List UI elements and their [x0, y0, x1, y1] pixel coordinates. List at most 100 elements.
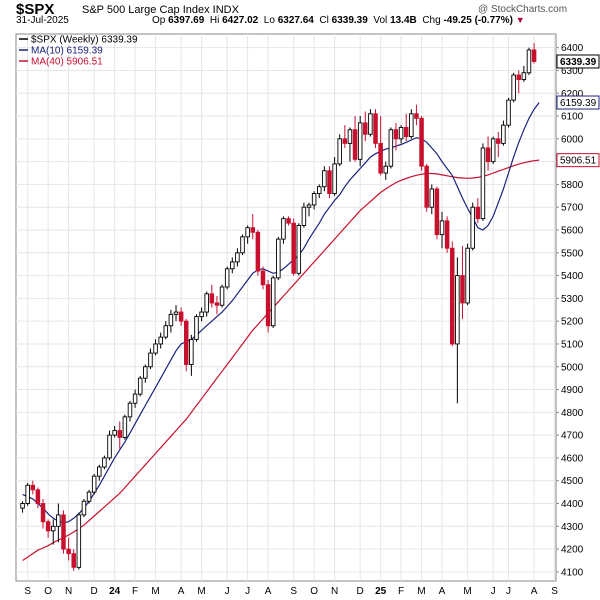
candle-body [265, 284, 271, 327]
candle [470, 202, 475, 251]
candle [260, 266, 266, 290]
grid [16, 34, 556, 581]
last-price-tag-box [556, 54, 600, 69]
candle-body [148, 352, 153, 368]
candle [480, 143, 486, 221]
y-tick-label: 5300 [561, 294, 584, 305]
candle-body [388, 129, 394, 167]
candle [255, 230, 261, 276]
y-tick-label: 4700 [561, 431, 584, 442]
x-tick-label: J [491, 586, 496, 597]
candle [357, 116, 363, 167]
candle [496, 132, 501, 158]
chart-date: 31-Jul-2025 [16, 15, 69, 26]
candle-body [306, 204, 312, 208]
candle [137, 375, 143, 397]
y-tick-label: 6200 [561, 89, 584, 100]
candle [388, 127, 394, 169]
y-tick-label: 5500 [561, 248, 584, 259]
candle-body [183, 320, 189, 365]
candle [460, 245, 465, 319]
candle [332, 157, 337, 196]
candle-body [214, 302, 220, 306]
x-tick-label: M [417, 586, 425, 597]
candle [516, 70, 522, 94]
candle-body [117, 430, 122, 438]
candle [347, 127, 353, 162]
candle-body [383, 165, 389, 174]
candle [352, 116, 358, 162]
candle [76, 512, 82, 570]
candle-body [276, 238, 281, 279]
candle [219, 284, 225, 308]
candle-body [199, 311, 204, 318]
x-tick-label: J [245, 586, 250, 597]
candle [148, 348, 153, 370]
candle-body [245, 227, 250, 238]
candle-body [450, 247, 455, 345]
candle [490, 136, 496, 164]
y-tick-label: 4500 [561, 476, 584, 487]
candle [20, 501, 25, 513]
candle-body [444, 220, 450, 249]
candle-body [240, 236, 245, 254]
candle [414, 104, 419, 126]
y-tick-label: 4200 [561, 545, 584, 556]
y-tick-label: 6300 [561, 66, 584, 77]
candle-body [403, 126, 409, 138]
candle-body [480, 147, 486, 220]
candle-body [189, 338, 194, 365]
candle [86, 489, 92, 504]
legend-entry: MA(10) 6159.39 [31, 46, 103, 57]
x-tick-label: A [531, 586, 538, 597]
candle [444, 216, 450, 253]
candle-body [270, 277, 276, 327]
candle [102, 455, 107, 470]
stockcharts-credit[interactable]: @ StockCharts.com [478, 4, 568, 15]
x-tick-label: A [439, 586, 446, 597]
ma10-tag: 6159.39 [556, 95, 600, 110]
open-label: Op [152, 15, 166, 26]
candle-body [291, 222, 296, 274]
x-tick-label: M [197, 586, 205, 597]
candle-body [398, 126, 404, 140]
candle [245, 225, 250, 244]
down-arrow-icon: ▼ [515, 15, 525, 25]
x-tick-label: J [506, 586, 511, 597]
legend-entry: $SPX (Weekly) 6339.39 [31, 35, 138, 46]
candle [521, 65, 527, 82]
x-tick-label: N [65, 586, 72, 597]
candle-body [230, 261, 235, 270]
x-tick-label: 25 [375, 586, 387, 597]
candle-body [347, 129, 353, 144]
candle-body [132, 393, 138, 404]
candle [250, 214, 255, 240]
candle-body [393, 129, 399, 140]
candle-body [317, 186, 322, 194]
candle-body [521, 72, 527, 81]
candle [419, 116, 424, 171]
candle [296, 223, 302, 276]
candle [526, 47, 532, 76]
candle-body [107, 434, 112, 459]
y-tick-label: 5000 [561, 362, 584, 373]
candle-body [419, 117, 424, 167]
candle-body [311, 193, 317, 206]
candle [475, 198, 481, 224]
candle [281, 216, 286, 244]
candle-body [224, 268, 230, 288]
candle [450, 241, 455, 347]
candle-body [281, 218, 286, 240]
candle-body [250, 227, 255, 233]
candle [122, 414, 128, 440]
candle-body [511, 74, 516, 101]
y-tick-label: 4600 [561, 453, 584, 464]
candle-body [460, 275, 465, 304]
low-value: 6327.64 [277, 15, 314, 26]
candle-body [337, 138, 342, 165]
candle-body [485, 147, 491, 163]
candle-body [235, 252, 240, 263]
candle-body [173, 311, 179, 315]
candle [511, 72, 516, 103]
